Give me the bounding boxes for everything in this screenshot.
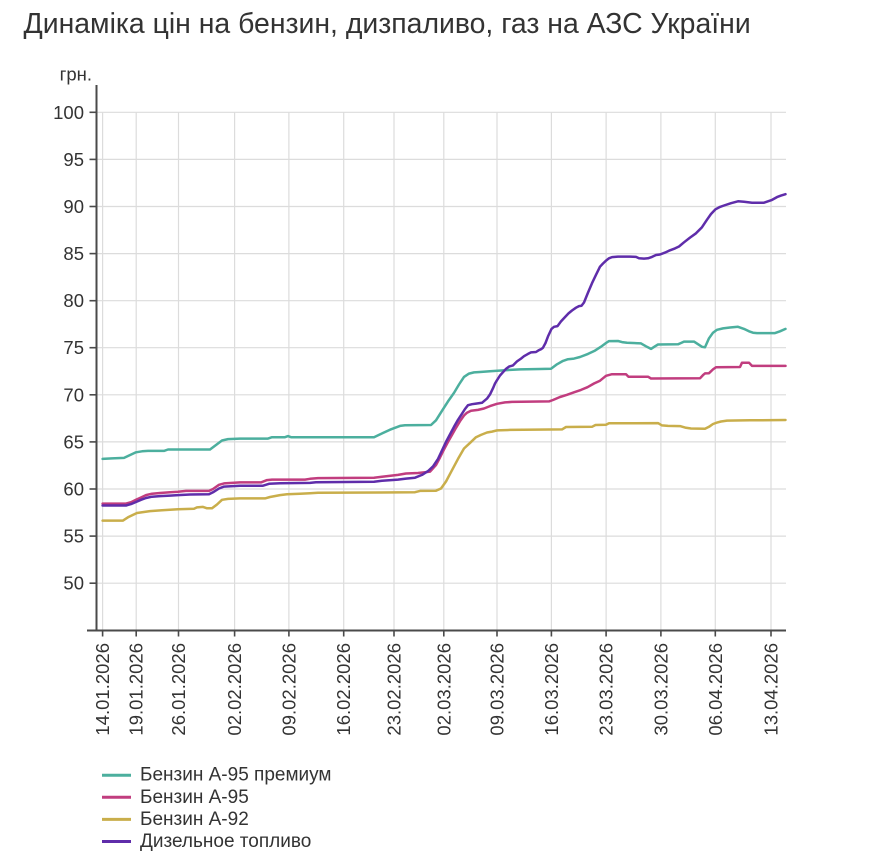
svg-text:13.04.2026: 13.04.2026 (761, 643, 782, 736)
svg-text:70: 70 (63, 384, 84, 405)
svg-text:85: 85 (63, 243, 84, 264)
svg-text:95: 95 (63, 149, 84, 170)
svg-text:06.04.2026: 06.04.2026 (705, 643, 726, 736)
svg-text:Дизельное топливо: Дизельное топливо (140, 831, 311, 852)
svg-text:30.03.2026: 30.03.2026 (650, 643, 671, 736)
svg-text:16.02.2026: 16.02.2026 (333, 643, 354, 736)
svg-text:23.02.2026: 23.02.2026 (384, 643, 405, 736)
svg-text:09.02.2026: 09.02.2026 (278, 643, 299, 736)
svg-text:55: 55 (63, 526, 84, 547)
svg-text:14.01.2026: 14.01.2026 (92, 643, 113, 736)
svg-text:Бензин А-95 премиум: Бензин А-95 премиум (140, 765, 331, 786)
svg-text:80: 80 (63, 290, 84, 311)
svg-text:75: 75 (63, 337, 84, 358)
svg-text:16.03.2026: 16.03.2026 (541, 643, 562, 736)
svg-text:60: 60 (63, 479, 84, 500)
svg-text:02.03.2026: 02.03.2026 (433, 643, 454, 736)
svg-text:09.03.2026: 09.03.2026 (487, 643, 508, 736)
svg-text:90: 90 (63, 196, 84, 217)
svg-text:грн.: грн. (60, 64, 92, 85)
svg-text:50: 50 (63, 573, 84, 594)
svg-text:65: 65 (63, 431, 84, 452)
svg-text:100: 100 (53, 102, 84, 123)
svg-text:02.02.2026: 02.02.2026 (224, 643, 245, 736)
svg-text:Бензин А-95: Бензин А-95 (140, 787, 249, 808)
svg-text:19.01.2026: 19.01.2026 (126, 643, 147, 736)
svg-text:26.01.2026: 26.01.2026 (168, 643, 189, 736)
svg-text:Бензин А-92: Бензин А-92 (140, 809, 249, 830)
svg-text:23.03.2026: 23.03.2026 (596, 643, 617, 736)
